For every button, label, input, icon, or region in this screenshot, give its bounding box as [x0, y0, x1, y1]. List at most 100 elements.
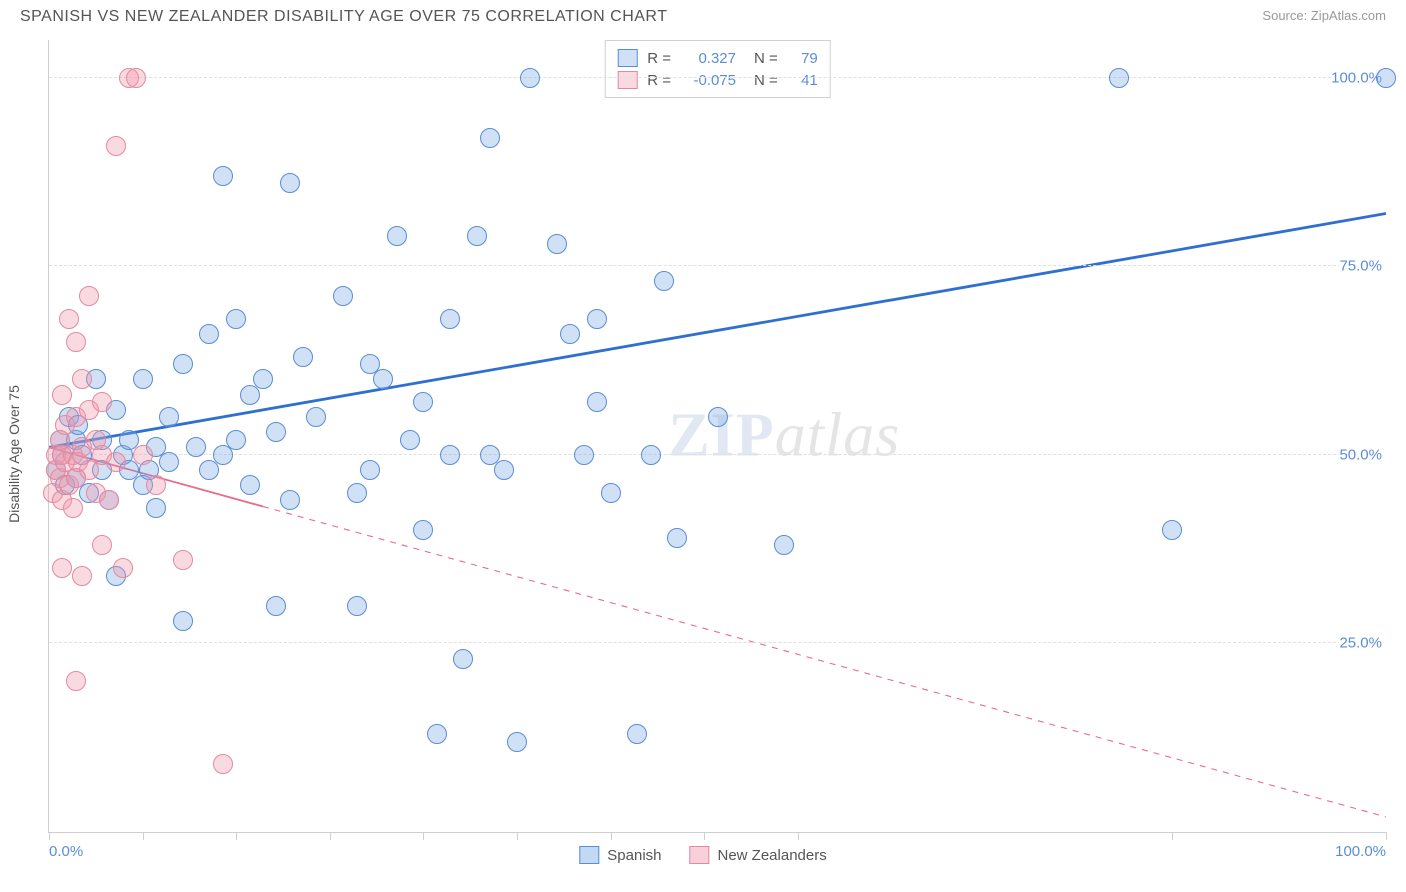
- scatter-point: [347, 483, 367, 503]
- y-tick-label: 75.0%: [1339, 258, 1388, 275]
- scatter-point: [92, 392, 112, 412]
- gridline-h: [49, 77, 1386, 78]
- legend-item: New Zealanders: [690, 846, 827, 864]
- scatter-point: [280, 490, 300, 510]
- legend-label: Spanish: [607, 847, 661, 864]
- trend-line-dashed: [263, 506, 1386, 816]
- legend-item: Spanish: [579, 846, 661, 864]
- x-tick: [704, 832, 705, 840]
- scatter-point: [159, 452, 179, 472]
- source-link[interactable]: ZipAtlas.com: [1311, 8, 1386, 23]
- scatter-point: [173, 550, 193, 570]
- legend-n-label: N =: [754, 50, 778, 67]
- scatter-point: [453, 649, 473, 669]
- scatter-point: [92, 535, 112, 555]
- scatter-point: [560, 324, 580, 344]
- legend-n-label: N =: [754, 72, 778, 89]
- scatter-point: [99, 490, 119, 510]
- scatter-point: [333, 286, 353, 306]
- gridline-h: [49, 454, 1386, 455]
- watermark-atlas: atlas: [775, 402, 901, 470]
- legend-swatch: [617, 71, 637, 89]
- scatter-point: [507, 732, 527, 752]
- scatter-point: [213, 166, 233, 186]
- scatter-point: [373, 369, 393, 389]
- scatter-point: [126, 68, 146, 88]
- chart-header: SPANISH VS NEW ZEALANDER DISABILITY AGE …: [0, 0, 1406, 30]
- scatter-point: [72, 369, 92, 389]
- scatter-point: [1109, 68, 1129, 88]
- scatter-point: [72, 566, 92, 586]
- scatter-point: [387, 226, 407, 246]
- scatter-point: [641, 445, 661, 465]
- gridline-h: [49, 642, 1386, 643]
- legend-r-value: -0.075: [681, 72, 736, 89]
- scatter-point: [587, 309, 607, 329]
- scatter-point: [494, 460, 514, 480]
- scatter-point: [413, 520, 433, 540]
- scatter-point: [587, 392, 607, 412]
- legend-swatch: [579, 846, 599, 864]
- scatter-point: [199, 324, 219, 344]
- scatter-point: [480, 128, 500, 148]
- plot-area: ZIPatlas R =0.327N =79R =-0.075N =41 25.…: [48, 40, 1386, 833]
- scatter-point: [79, 286, 99, 306]
- scatter-point: [467, 226, 487, 246]
- chart-container: Disability Age Over 75 ZIPatlas R = 0.327…: [0, 30, 1406, 878]
- scatter-point: [66, 332, 86, 352]
- scatter-point: [601, 483, 621, 503]
- legend-r-label: R =: [647, 50, 671, 67]
- scatter-point: [173, 611, 193, 631]
- scatter-point: [280, 173, 300, 193]
- scatter-point: [347, 596, 367, 616]
- x-tick: [423, 832, 424, 840]
- x-tick: [49, 832, 50, 840]
- scatter-point: [413, 392, 433, 412]
- scatter-point: [440, 445, 460, 465]
- scatter-point: [146, 498, 166, 518]
- x-tick: [1386, 832, 1387, 840]
- legend-label: New Zealanders: [718, 847, 827, 864]
- x-tick-label: 100.0%: [1335, 843, 1386, 860]
- scatter-point: [240, 475, 260, 495]
- gridline-h: [49, 265, 1386, 266]
- scatter-point: [186, 437, 206, 457]
- scatter-point: [654, 271, 674, 291]
- scatter-point: [427, 724, 447, 744]
- scatter-point: [52, 385, 72, 405]
- y-axis-title: Disability Age Over 75: [6, 385, 22, 523]
- legend-swatch: [690, 846, 710, 864]
- scatter-point: [360, 460, 380, 480]
- scatter-point: [293, 347, 313, 367]
- scatter-point: [226, 309, 246, 329]
- watermark: ZIPatlas: [668, 401, 900, 472]
- scatter-point: [266, 422, 286, 442]
- trend-lines-layer: [49, 40, 1386, 832]
- x-tick: [330, 832, 331, 840]
- scatter-point: [213, 754, 233, 774]
- scatter-point: [520, 68, 540, 88]
- legend-r-value: 0.327: [681, 50, 736, 67]
- x-tick-label: 0.0%: [49, 843, 83, 860]
- x-tick: [143, 832, 144, 840]
- scatter-point: [66, 671, 86, 691]
- source-label: Source:: [1262, 8, 1307, 23]
- scatter-point: [574, 445, 594, 465]
- scatter-point: [627, 724, 647, 744]
- scatter-point: [113, 558, 133, 578]
- scatter-point: [226, 430, 246, 450]
- scatter-point: [708, 407, 728, 427]
- legend-bottom: Spanish New Zealanders: [579, 846, 826, 864]
- y-tick-label: 50.0%: [1339, 446, 1388, 463]
- scatter-point: [173, 354, 193, 374]
- legend-stats-row: R =-0.075N =41: [617, 69, 818, 91]
- scatter-point: [106, 136, 126, 156]
- x-tick: [611, 832, 612, 840]
- legend-stats-box: R =0.327N =79R =-0.075N =41: [604, 40, 831, 98]
- scatter-point: [306, 407, 326, 427]
- legend-swatch: [617, 49, 637, 67]
- x-tick: [517, 832, 518, 840]
- x-tick: [236, 832, 237, 840]
- scatter-point: [400, 430, 420, 450]
- x-tick: [1172, 832, 1173, 840]
